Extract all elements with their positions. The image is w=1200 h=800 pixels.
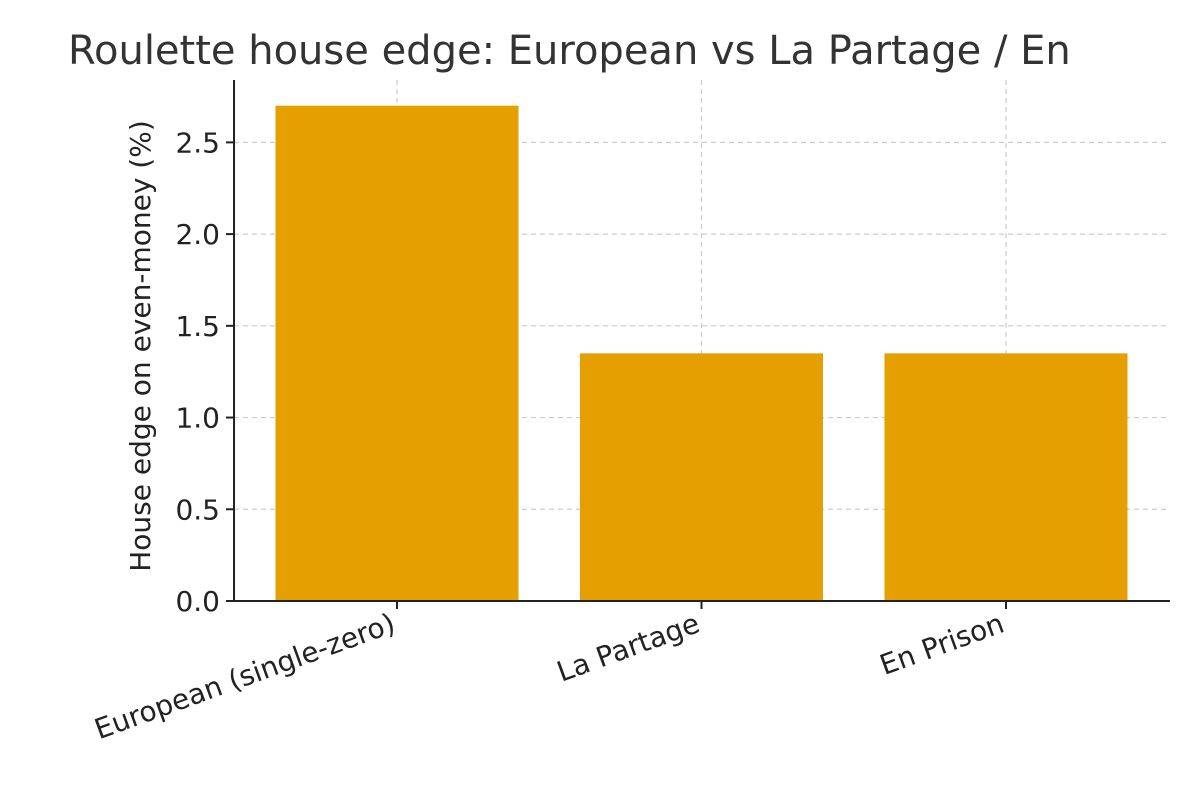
x-tick-label: En Prison [875,607,1008,682]
y-tick-label: 0.0 [175,585,220,618]
x-tick-label: La Partage [553,607,704,689]
y-axis-title: House edge on even-money (%) [124,120,157,572]
y-ticks: 0.0 0.5 1.0 1.5 2.0 2.5 [175,126,234,618]
bar [275,105,519,601]
y-tick-label: 0.5 [175,493,220,526]
bars [275,105,1128,601]
y-tick-label: 2.5 [175,126,220,159]
chart-title: Roulette house edge: European vs La Part… [68,28,1071,74]
bar [884,353,1128,601]
y-tick-label: 1.5 [175,310,220,343]
y-tick-label: 1.0 [175,402,220,435]
x-tick-label: European (single-zero) [90,607,399,746]
x-ticks: European (single-zero) La Partage En Priso… [90,601,1008,746]
y-tick-label: 2.0 [175,218,220,251]
bar [580,353,823,601]
